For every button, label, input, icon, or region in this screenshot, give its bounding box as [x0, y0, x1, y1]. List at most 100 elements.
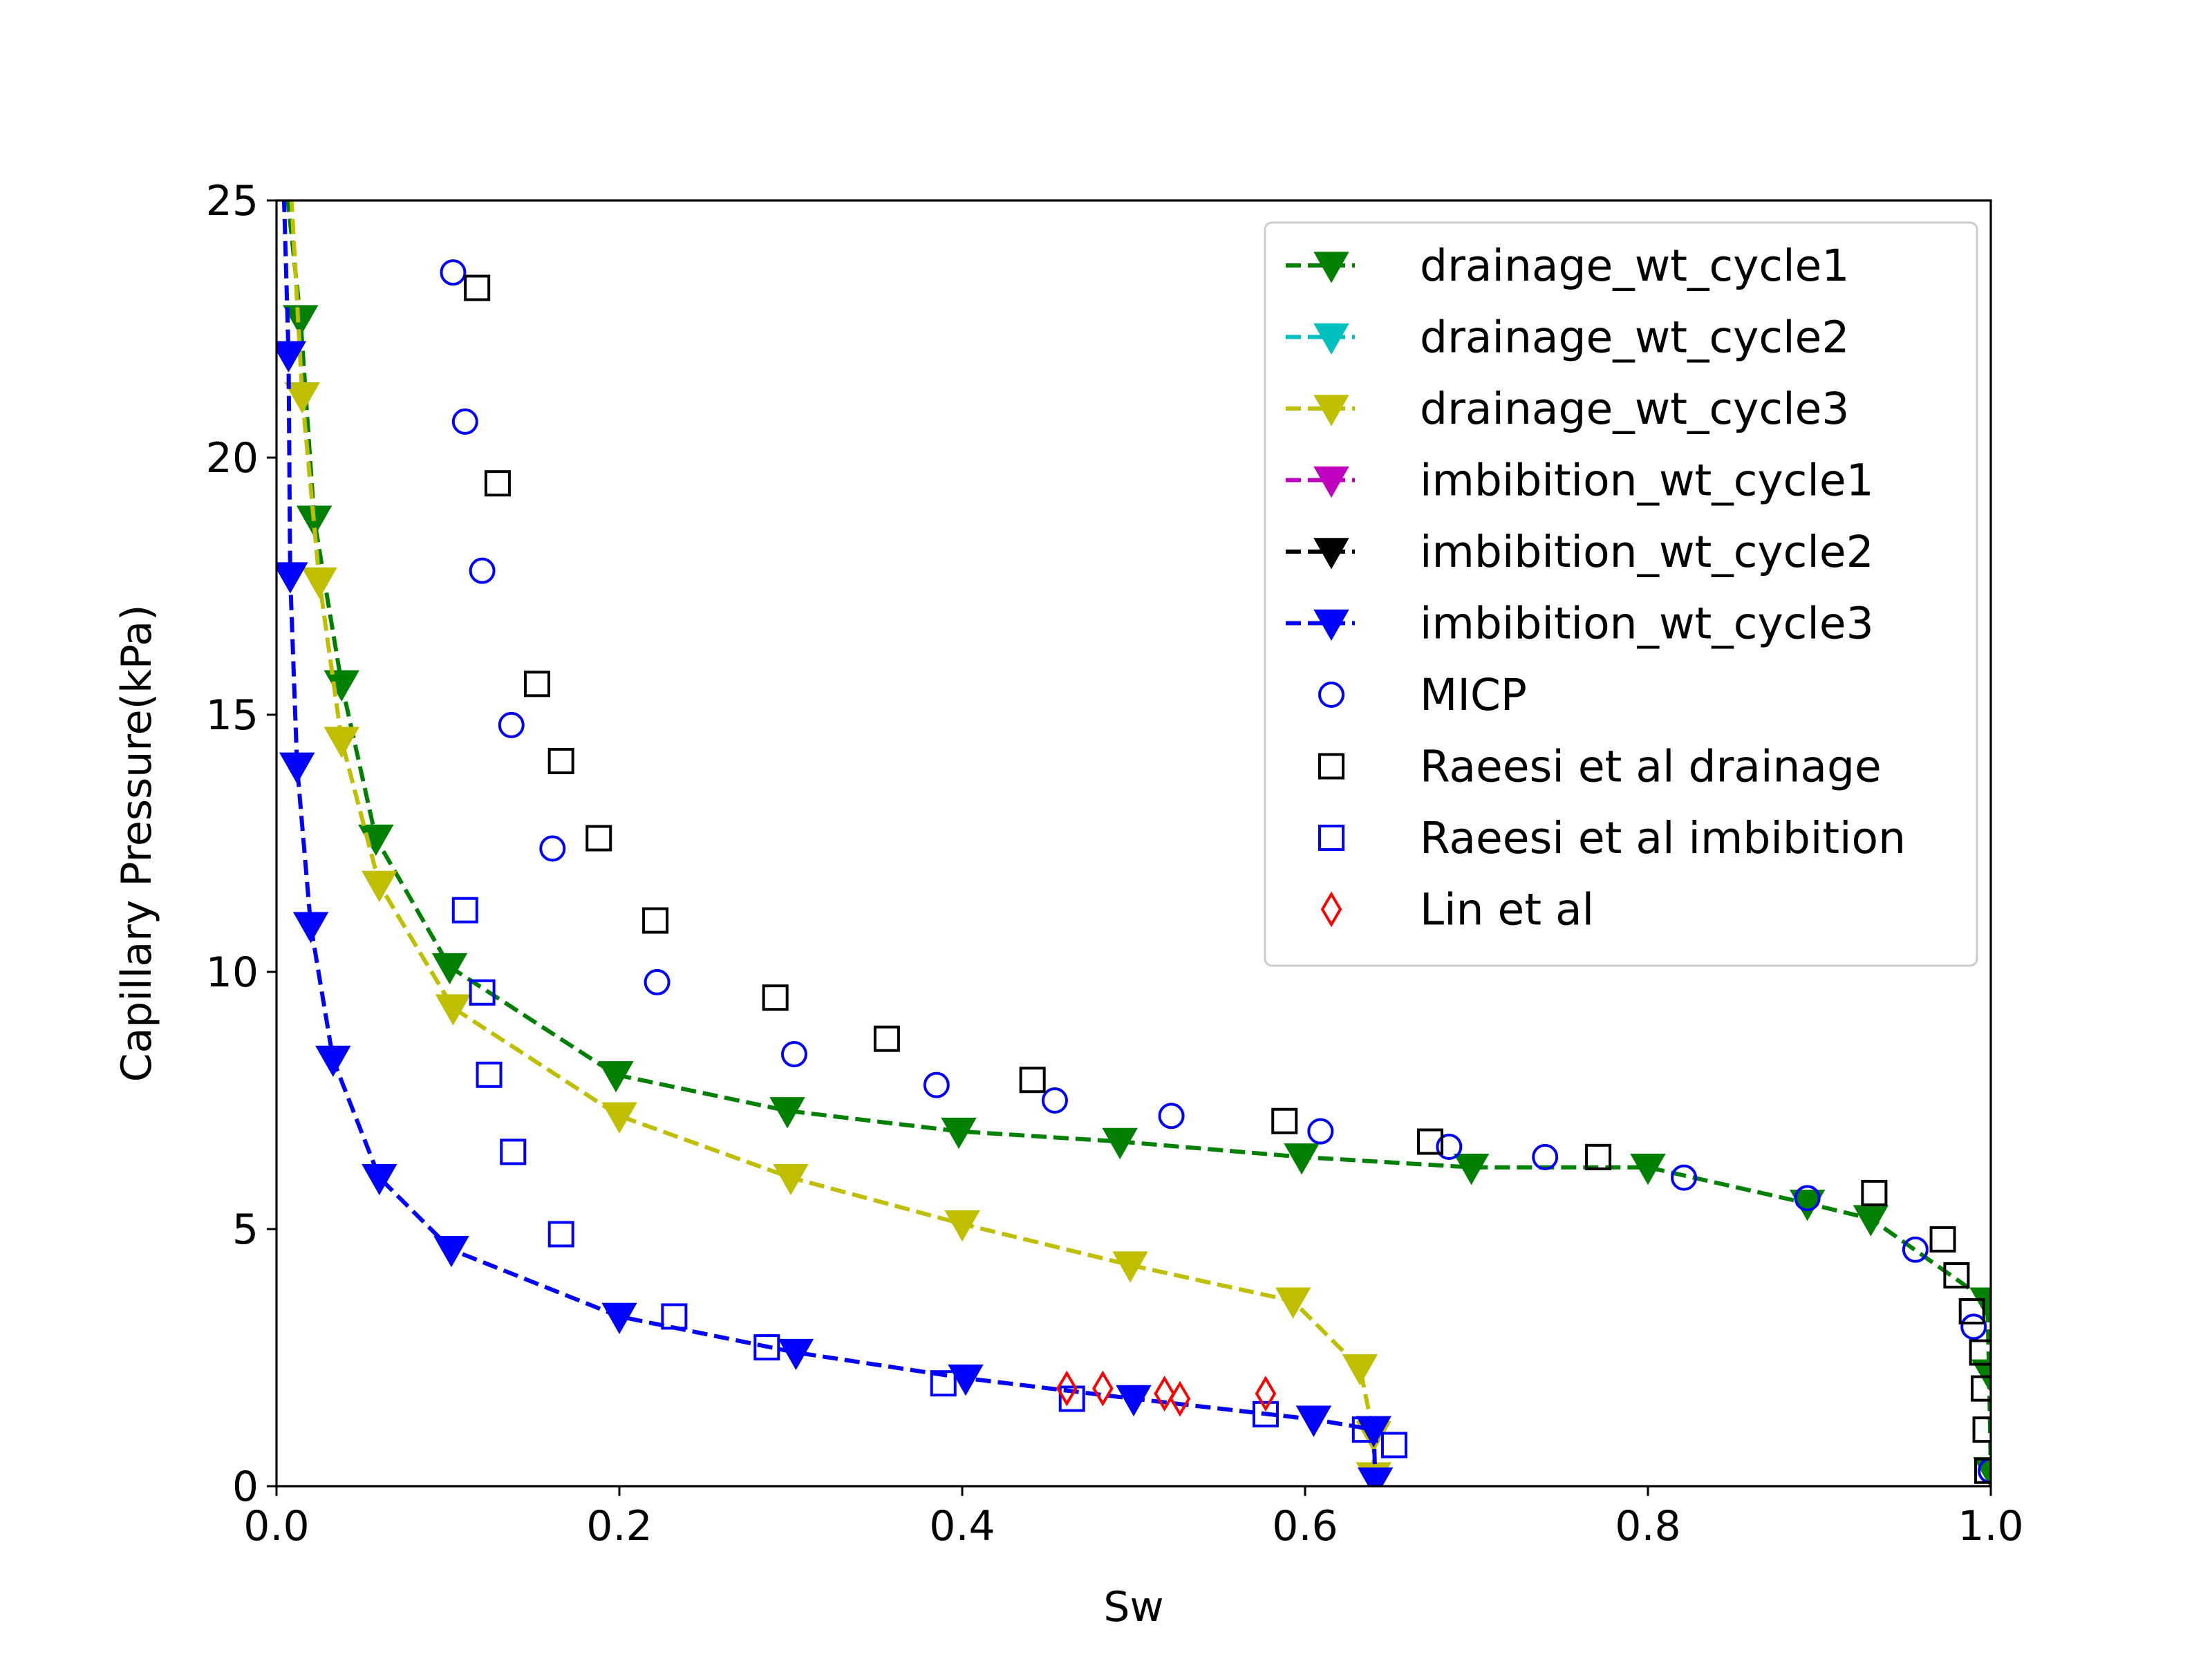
- legend-label: Lin et al: [1420, 885, 1594, 935]
- data-point: [500, 1138, 527, 1165]
- data-point: [644, 968, 671, 995]
- y-tick-label: 10: [206, 948, 259, 997]
- data-point: [1971, 1359, 1991, 1391]
- data-point: [476, 1061, 503, 1088]
- data-point: [1357, 1467, 1394, 1486]
- data-point: [498, 711, 525, 738]
- legend-entry-drainage-wt-cycle1: drainage_wt_cycle1: [1286, 241, 1849, 291]
- data-point: [301, 567, 337, 599]
- legend-label: drainage_wt_cycle1: [1420, 241, 1849, 291]
- legend-entry-imbibition-wt-cycle2: imbibition_wt_cycle2: [1286, 527, 1874, 577]
- data-point: [1116, 1385, 1152, 1417]
- legend-label: Raeesi et al imbibition: [1420, 813, 1906, 863]
- data-point: [523, 671, 550, 697]
- legend-label: imbibition_wt_cycle3: [1420, 599, 1874, 649]
- y-tick-label: 5: [232, 1206, 259, 1254]
- data-point: [661, 1303, 688, 1330]
- data-point: [1275, 1287, 1311, 1319]
- data-point: [1058, 1385, 1085, 1412]
- data-point: [873, 1025, 900, 1052]
- data-point: [769, 1097, 805, 1129]
- data-point: [1972, 1416, 1991, 1443]
- data-point: [1943, 1262, 1970, 1288]
- data-point: [431, 953, 468, 985]
- legend-label: Raeesi et al drainage: [1420, 742, 1882, 792]
- data-point: [1169, 1380, 1191, 1417]
- x-tick-label: 0.0: [243, 1502, 309, 1550]
- data-point: [276, 562, 308, 594]
- legend-marker: [1313, 538, 1349, 570]
- data-point: [944, 1210, 980, 1242]
- data-point: [484, 470, 511, 497]
- legend-entry-raeesi-et-al-drainage: Raeesi et al drainage: [1318, 742, 1882, 792]
- data-point: [1342, 1354, 1378, 1386]
- data-point: [292, 912, 329, 944]
- legend-label: drainage_wt_cycle2: [1420, 312, 1849, 363]
- data-point: [1380, 1432, 1407, 1459]
- x-axis-label: Sw: [1103, 1583, 1163, 1631]
- data-point: [585, 825, 612, 852]
- legend-marker: [1313, 609, 1349, 641]
- data-point: [1671, 1164, 1698, 1191]
- x-tick-label: 0.2: [586, 1502, 652, 1550]
- data-point: [547, 747, 574, 774]
- data-point: [451, 897, 478, 924]
- legend-label: MICP: [1420, 670, 1527, 720]
- data-point: [1255, 1376, 1277, 1412]
- data-point: [1307, 1118, 1334, 1145]
- legend-entry-lin-et-al: Lin et al: [1320, 885, 1594, 935]
- data-point: [1902, 1236, 1929, 1263]
- y-tick-label: 15: [206, 691, 259, 740]
- data-point: [1102, 1127, 1138, 1160]
- data-point: [598, 1061, 634, 1093]
- legend-marker: [1318, 825, 1344, 851]
- data-point: [1960, 1313, 1987, 1340]
- data-point: [1978, 1457, 1991, 1484]
- legend-entry-imbibition-wt-cycle3: imbibition_wt_cycle3: [1286, 599, 1874, 649]
- data-point: [1295, 1405, 1332, 1437]
- data-point: [464, 274, 491, 301]
- data-point: [547, 1221, 574, 1248]
- data-point: [642, 907, 669, 934]
- data-point: [1158, 1103, 1185, 1130]
- data-point: [1929, 1226, 1956, 1253]
- series-line: [285, 200, 1991, 1471]
- legend-marker: [1318, 753, 1344, 780]
- legend-marker: [1313, 466, 1349, 498]
- data-point: [283, 305, 319, 337]
- data-point: [1351, 1416, 1378, 1443]
- data-point: [1974, 1457, 1991, 1484]
- data-point: [433, 1236, 469, 1268]
- data-point: [1969, 1287, 1991, 1319]
- data-point: [1630, 1154, 1666, 1185]
- data-point: [1271, 1107, 1298, 1134]
- series-raeesi-et-al-drainage: [464, 274, 1991, 1484]
- legend-entry-imbibition-wt-cycle1: imbibition_wt_cycle1: [1286, 456, 1874, 506]
- data-point: [539, 835, 566, 862]
- series-raeesi-et-al-imbibition: [451, 897, 1407, 1459]
- plot-area: [276, 200, 1991, 1486]
- legend-marker: [1320, 891, 1342, 928]
- legend-label: imbibition_wt_cycle1: [1420, 456, 1874, 506]
- data-point: [1417, 1128, 1444, 1155]
- data-point: [773, 1163, 809, 1196]
- axes-frame: [275, 199, 1992, 1488]
- data-point: [941, 1117, 977, 1150]
- data-point: [469, 979, 496, 1006]
- series-drainage-wt-cycle3: [284, 200, 1391, 1486]
- legend-label: imbibition_wt_cycle2: [1420, 527, 1874, 577]
- legend-entry-raeesi-et-al-imbibition: Raeesi et al imbibition: [1318, 813, 1906, 863]
- data-point: [601, 1302, 637, 1335]
- data-point: [1252, 1400, 1279, 1427]
- x-tick-label: 0.8: [1615, 1502, 1680, 1550]
- data-point: [753, 1334, 780, 1361]
- series-micp: [440, 259, 1991, 1484]
- data-point: [451, 408, 478, 435]
- data-point: [315, 1045, 351, 1078]
- legend-marker: [1313, 323, 1349, 355]
- data-point: [1112, 1251, 1148, 1283]
- data-point: [1969, 1339, 1991, 1366]
- legend-marker: [1313, 395, 1349, 427]
- data-point: [276, 341, 307, 373]
